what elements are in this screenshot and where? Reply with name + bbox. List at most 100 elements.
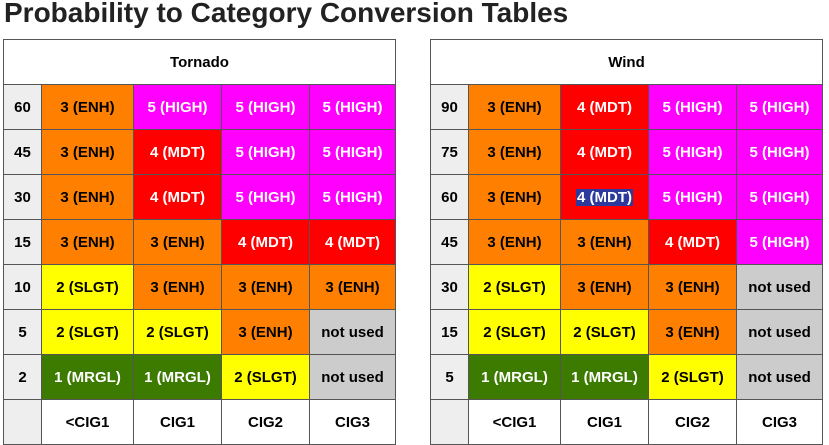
selected-text[interactable]: 4 (MDT): [576, 188, 633, 206]
column-label: <CIG1: [41, 399, 134, 445]
table-row: 90 3 (ENH) 4 (MDT) 5 (HIGH) 5 (HIGH): [430, 84, 823, 130]
category-cell: 5 (HIGH): [648, 84, 737, 130]
table-row: 30 2 (SLGT) 3 (ENH) 3 (ENH) not used: [430, 264, 823, 310]
probability-label: 10: [3, 264, 42, 310]
category-cell: 1 (MRGL): [468, 354, 561, 400]
category-cell: 5 (HIGH): [736, 219, 823, 265]
category-cell: 1 (MRGL): [560, 354, 649, 400]
category-cell: 1 (MRGL): [41, 354, 134, 400]
category-cell: 5 (HIGH): [309, 174, 396, 220]
table-row: 10 2 (SLGT) 3 (ENH) 3 (ENH) 3 (ENH): [3, 264, 396, 310]
probability-label: 15: [430, 309, 469, 355]
category-cell: 3 (ENH): [468, 219, 561, 265]
column-label: CIG3: [736, 399, 823, 445]
table-row: 30 3 (ENH) 4 (MDT) 5 (HIGH) 5 (HIGH): [3, 174, 396, 220]
category-cell: 2 (SLGT): [41, 264, 134, 310]
probability-label: 5: [430, 354, 469, 400]
category-cell: 3 (ENH): [221, 309, 310, 355]
category-cell: 4 (MDT): [221, 219, 310, 265]
category-cell: 4 (MDT): [560, 174, 649, 220]
table-row: 60 3 (ENH) 4 (MDT) 5 (HIGH) 5 (HIGH): [430, 174, 823, 220]
tornado-table: Tornado 60 3 (ENH) 5 (HIGH) 5 (HIGH) 5 (HIGH)…: [3, 39, 396, 445]
category-cell: 4 (MDT): [309, 219, 396, 265]
column-label: CIG1: [560, 399, 649, 445]
category-cell: 5 (HIGH): [221, 174, 310, 220]
table-title: Wind: [430, 39, 823, 85]
category-cell: 4 (MDT): [133, 129, 222, 175]
category-cell: 2 (SLGT): [133, 309, 222, 355]
probability-label: 60: [3, 84, 42, 130]
category-cell: 3 (ENH): [468, 84, 561, 130]
probability-label: 45: [3, 129, 42, 175]
category-cell: 3 (ENH): [41, 129, 134, 175]
table-row: 15 2 (SLGT) 2 (SLGT) 3 (ENH) not used: [430, 309, 823, 355]
category-cell: 3 (ENH): [41, 174, 134, 220]
category-cell: 5 (HIGH): [309, 129, 396, 175]
category-cell: 3 (ENH): [221, 264, 310, 310]
category-cell: not used: [736, 309, 823, 355]
category-cell: 5 (HIGH): [648, 129, 737, 175]
probability-label: 60: [430, 174, 469, 220]
category-cell: 2 (SLGT): [648, 354, 737, 400]
category-cell: 3 (ENH): [560, 264, 649, 310]
corner-cell: [430, 399, 469, 445]
category-cell: 3 (ENH): [468, 174, 561, 220]
column-label: CIG1: [133, 399, 222, 445]
category-cell: not used: [309, 354, 396, 400]
page-title: Probability to Category Conversion Table…: [4, 0, 569, 28]
category-cell: 4 (MDT): [560, 129, 649, 175]
probability-label: 75: [430, 129, 469, 175]
probability-label: 90: [430, 84, 469, 130]
probability-label: 2: [3, 354, 42, 400]
wind-table: Wind 90 3 (ENH) 4 (MDT) 5 (HIGH) 5 (HIGH) 75 3 …: [430, 39, 823, 445]
column-label: CIG2: [221, 399, 310, 445]
category-cell: 4 (MDT): [133, 174, 222, 220]
category-cell: 3 (ENH): [648, 309, 737, 355]
category-cell: 3 (ENH): [133, 219, 222, 265]
probability-label: 15: [3, 219, 42, 265]
category-cell: 5 (HIGH): [736, 129, 823, 175]
category-cell: 3 (ENH): [309, 264, 396, 310]
category-cell: 5 (HIGH): [221, 129, 310, 175]
table-row: 75 3 (ENH) 4 (MDT) 5 (HIGH) 5 (HIGH): [430, 129, 823, 175]
probability-label: 5: [3, 309, 42, 355]
table-row: 60 3 (ENH) 5 (HIGH) 5 (HIGH) 5 (HIGH): [3, 84, 396, 130]
corner-cell: [3, 399, 42, 445]
category-cell: 3 (ENH): [468, 129, 561, 175]
column-label: <CIG1: [468, 399, 561, 445]
category-cell: 4 (MDT): [560, 84, 649, 130]
probability-label: 45: [430, 219, 469, 265]
probability-label: 30: [430, 264, 469, 310]
category-cell: 5 (HIGH): [736, 84, 823, 130]
probability-label: 30: [3, 174, 42, 220]
category-cell: 5 (HIGH): [648, 174, 737, 220]
table-row: 45 3 (ENH) 4 (MDT) 5 (HIGH) 5 (HIGH): [3, 129, 396, 175]
category-cell: 2 (SLGT): [468, 309, 561, 355]
table-title: Tornado: [3, 39, 396, 85]
category-cell: 3 (ENH): [41, 84, 134, 130]
category-cell: 2 (SLGT): [560, 309, 649, 355]
category-cell: 3 (ENH): [648, 264, 737, 310]
category-cell: 1 (MRGL): [133, 354, 222, 400]
category-cell: 5 (HIGH): [221, 84, 310, 130]
category-cell: not used: [736, 264, 823, 310]
category-cell: not used: [736, 354, 823, 400]
category-cell: 5 (HIGH): [309, 84, 396, 130]
category-cell: 2 (SLGT): [468, 264, 561, 310]
column-label: CIG3: [309, 399, 396, 445]
category-cell: 3 (ENH): [560, 219, 649, 265]
category-cell: 2 (SLGT): [41, 309, 134, 355]
category-cell: 5 (HIGH): [736, 174, 823, 220]
category-cell: not used: [309, 309, 396, 355]
column-label: CIG2: [648, 399, 737, 445]
table-row: 15 3 (ENH) 3 (ENH) 4 (MDT) 4 (MDT): [3, 219, 396, 265]
category-cell: 3 (ENH): [41, 219, 134, 265]
category-cell: 3 (ENH): [133, 264, 222, 310]
table-row: 45 3 (ENH) 3 (ENH) 4 (MDT) 5 (HIGH): [430, 219, 823, 265]
category-cell: 4 (MDT): [648, 219, 737, 265]
category-cell: 5 (HIGH): [133, 84, 222, 130]
category-cell: 2 (SLGT): [221, 354, 310, 400]
